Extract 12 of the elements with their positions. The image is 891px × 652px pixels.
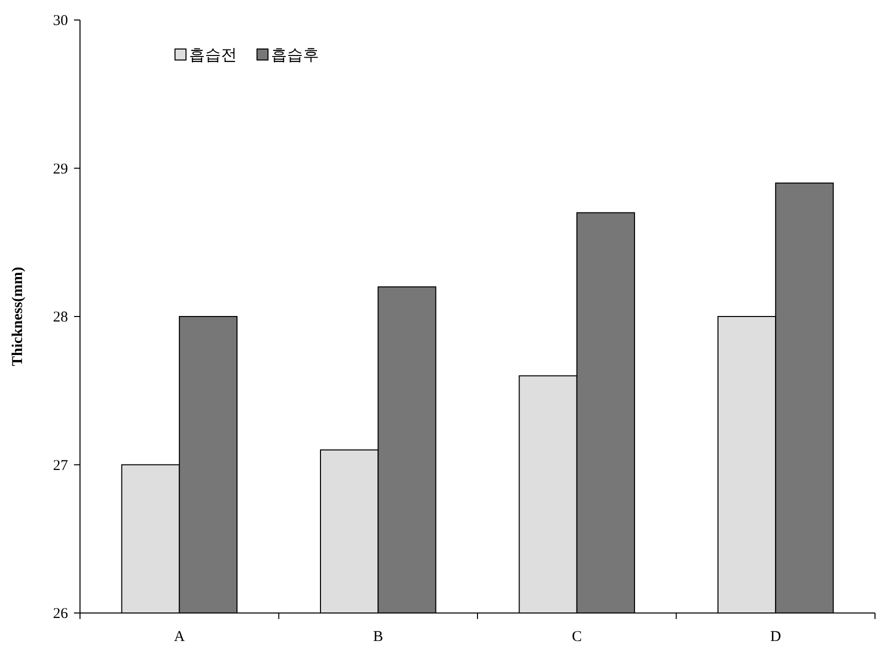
y-tick-label: 26	[53, 606, 68, 622]
y-tick-label: 27	[53, 458, 68, 474]
y-tick-label: 30	[53, 13, 68, 29]
y-tick-label: 28	[53, 310, 68, 326]
y-tick-label: 29	[53, 161, 68, 178]
x-tick-label: A	[174, 629, 185, 645]
y-axis-title: Thickness(mm)	[10, 266, 26, 366]
x-tick-label: B	[373, 629, 384, 645]
legend-label: 흡습전	[189, 45, 237, 64]
x-tick-label: C	[572, 629, 582, 645]
legend-label: 흡습후	[271, 45, 319, 64]
x-tick-label: D	[770, 629, 782, 645]
